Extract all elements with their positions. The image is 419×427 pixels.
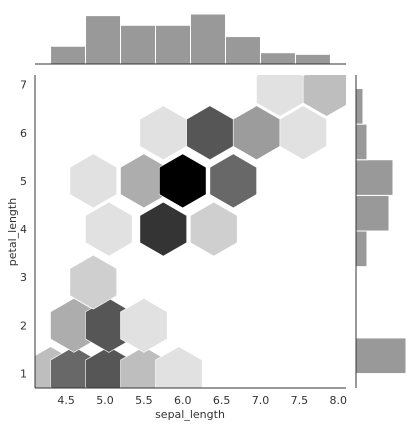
hexbin-18 [232,105,281,161]
y-hist-bar-0 [355,337,407,375]
y-hist-bar-4 [355,194,390,232]
hexbin-21 [302,75,346,117]
hexbin-11 [190,201,238,257]
hexbin-7 [120,298,168,353]
x-tick-label-0: 4.5 [57,394,75,407]
y-hist-bar-3 [355,230,368,268]
x-tick-label-7: 8.0 [329,394,347,407]
x-tick-label-6: 7.5 [291,394,309,407]
hexbin-20 [256,75,304,117]
hexbin-17 [186,105,234,161]
x-hist-bar-3 [155,24,191,65]
x-hist-bar-7 [294,53,331,65]
x-tick-label-2: 5.5 [135,394,153,407]
x-hist-bar-1 [85,15,122,65]
hexbin-16 [139,105,187,161]
hexbin-4 [155,346,203,388]
x-hist-bar-2 [120,24,157,65]
hexbin-plot-area [35,75,346,388]
y-hist-bar-5 [355,159,394,196]
y-tick-label-4: 5 [20,175,27,188]
x-tick-label-1: 5.0 [96,394,114,407]
marginal-x-histogram [35,13,346,65]
x-hist-bar-5 [224,36,261,65]
x-hist-bar-4 [190,13,226,65]
y-tick-label-6: 7 [20,79,27,92]
x-axis-title: sepal_length [155,408,225,421]
hexbin-10 [139,201,187,257]
hexbin-12 [69,153,117,209]
main-axes: 4.5 5.0 5.5 6.0 6.5 7.0 7.5 8.0 1 2 3 4 5 6 7 [20,75,347,407]
hexbin-8 [69,254,117,310]
x-tick-label-3: 6.0 [174,394,192,407]
hexbin-9 [85,201,133,257]
hexbin-19 [279,105,327,161]
y-tick-label-1: 2 [20,319,27,332]
y-tick-label-2: 3 [20,271,27,284]
x-hist-bar-0 [50,45,87,65]
y-hist-bar-6 [355,123,368,161]
x-tick-label-5: 7.0 [252,394,270,407]
hexbin-14 [159,153,207,209]
y-axis-title: petal_length [6,198,19,266]
marginal-y-histogram [355,75,407,388]
y-tick-label-0: 1 [20,368,27,381]
y-tick-label-5: 6 [20,127,27,140]
hexbin-15 [209,153,257,209]
x-tick-label-4: 6.5 [213,394,231,407]
x-hist-bar-6 [259,52,296,65]
y-hist-bar-7 [355,87,364,125]
y-tick-label-3: 4 [20,223,27,236]
